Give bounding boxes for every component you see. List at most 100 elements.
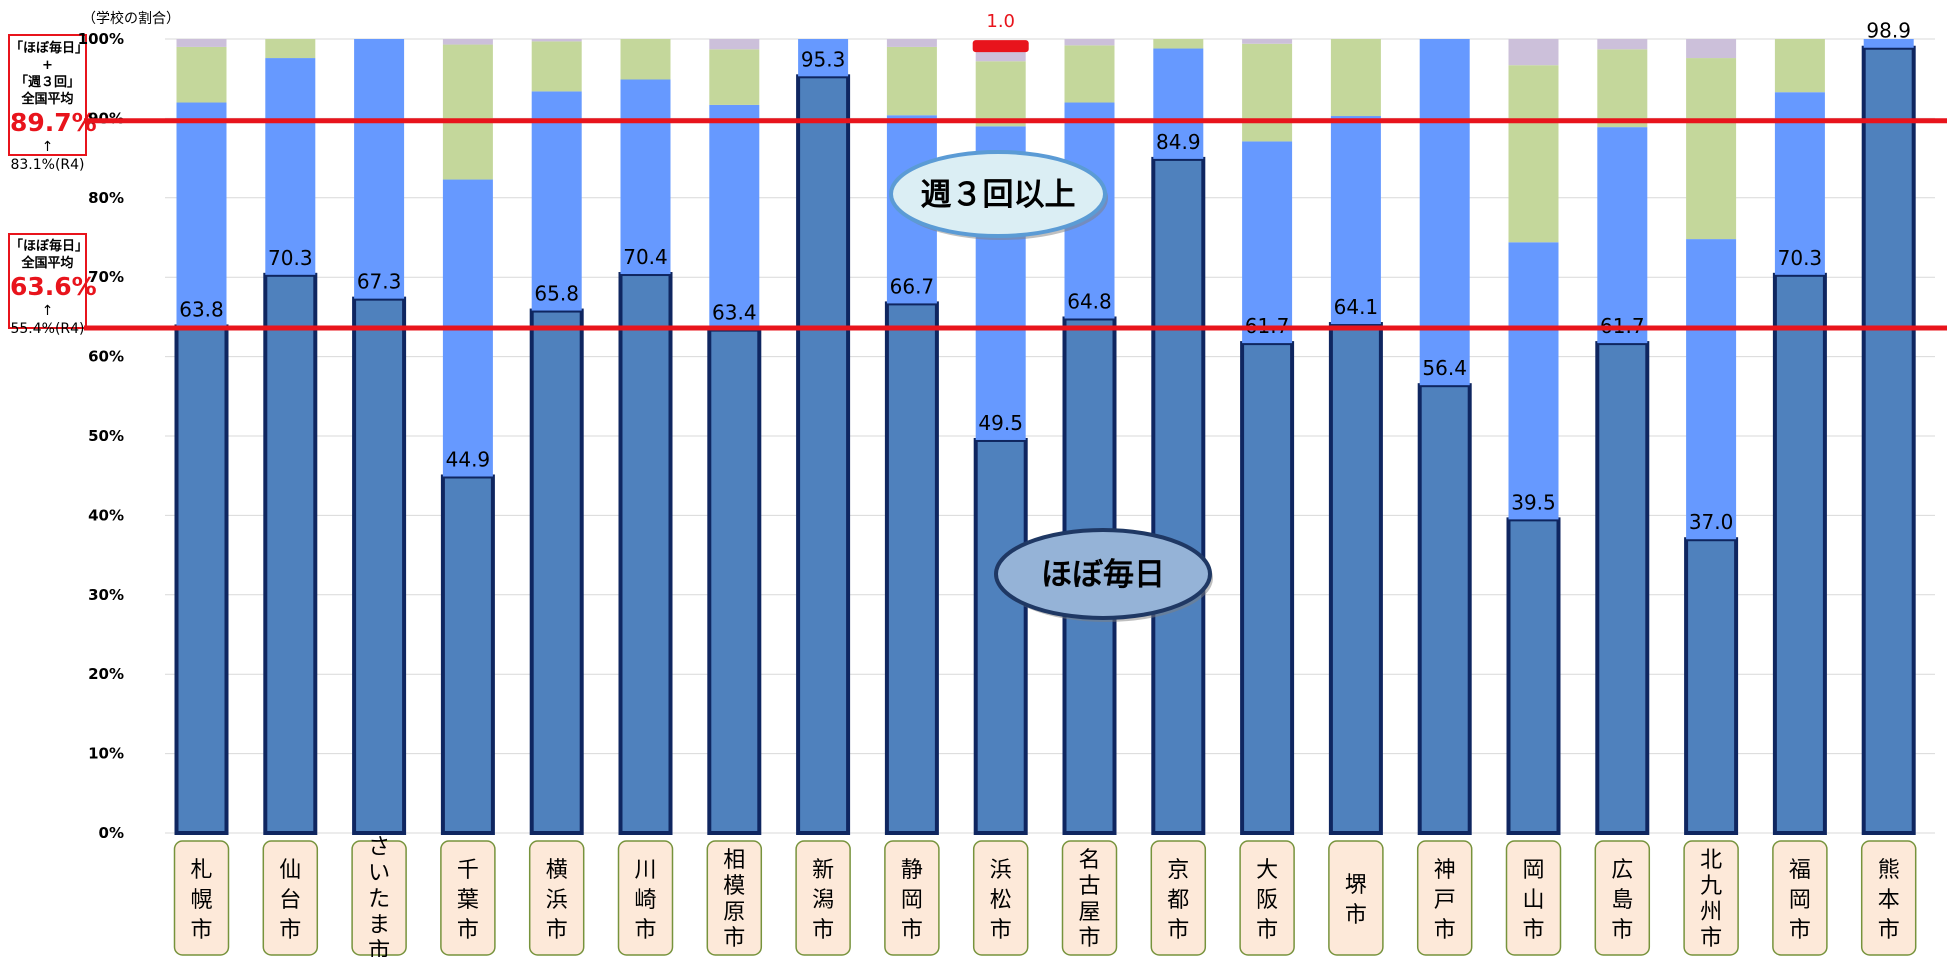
bar-group: [174, 39, 229, 835]
bar-group: [352, 39, 407, 835]
bar-segment-weekly3: [531, 91, 582, 311]
daily-note-line2: 全国平均: [21, 256, 74, 271]
bar-segment-other: [1597, 39, 1648, 50]
daily-average-value: 63.6%: [10, 272, 97, 301]
city-label-box: [1860, 840, 1917, 956]
bar-data-label: 49.5: [978, 411, 1023, 435]
combined-arrow: ↑: [41, 139, 54, 155]
bar-segment-weekly12: [1242, 43, 1293, 142]
bar-data-label: 63.4: [712, 301, 757, 325]
y-tick-label: 20%: [88, 665, 124, 683]
bar-group: [1328, 39, 1383, 835]
combined-average-value: 89.7%: [10, 108, 97, 137]
bar-segment-other: [709, 39, 760, 50]
bar-segment-weekly3: [798, 39, 849, 77]
bar-segment-daily: [352, 296, 407, 835]
bar-group: [884, 39, 939, 836]
highlight-label: 1.0: [986, 11, 1015, 32]
bar-segment-daily: [1684, 537, 1739, 835]
bar-segment-daily: [973, 437, 1028, 835]
bar-segment-weekly3: [709, 104, 760, 330]
bar-group: [1595, 39, 1650, 835]
city-label-box: [1061, 840, 1118, 956]
bar-data-label: 67.3: [357, 270, 402, 294]
bar-segment-daily: [1506, 517, 1561, 835]
weekly3-callout: [889, 150, 1107, 238]
bar-segment-other: [1686, 39, 1737, 59]
bar-segment-other: [531, 39, 582, 42]
bar-segment-weekly3: [354, 39, 405, 299]
y-tick-label: 100%: [78, 30, 124, 48]
bar-segment-weekly3: [620, 79, 671, 275]
daily-arrow: ↑: [41, 303, 54, 319]
city-label-box: [706, 840, 763, 956]
x-tick-label: 北九州市: [1700, 848, 1722, 951]
bar-segment-weekly12: [1686, 58, 1737, 240]
bar-segment-daily: [1772, 272, 1827, 835]
combined-prev-value: 83.1%(R4): [10, 157, 85, 173]
bar-segment-weekly12: [1064, 45, 1115, 103]
bar-group: [1772, 39, 1827, 835]
bar-group: [618, 39, 673, 835]
y-tick-label: 0%: [99, 824, 124, 842]
bar-data-label: 64.8: [1067, 289, 1112, 313]
bar-group: [529, 39, 584, 836]
daily-callout-text: ほぼ毎日: [1041, 557, 1165, 593]
city-label-box: [884, 840, 940, 956]
bar-segment-weekly12: [886, 46, 937, 116]
bar-group: [1240, 39, 1295, 835]
y-tick-label: 60%: [88, 348, 124, 366]
bar-segment-daily: [529, 308, 584, 836]
bar-segment-weekly3: [1863, 39, 1914, 48]
x-tick-label: 浜松市: [990, 858, 1012, 943]
x-tick-label: 大阪市: [1256, 858, 1278, 943]
bar-segment-daily: [707, 327, 762, 835]
city-label-box: [1150, 840, 1207, 956]
bar-segment-weekly12: [442, 44, 493, 180]
bar-segment-weekly3: [1330, 116, 1381, 325]
x-tick-label: 川崎市: [634, 858, 656, 943]
y-tick-label: 80%: [88, 189, 124, 207]
x-tick-label: 札幌市: [190, 858, 212, 943]
x-tick-label: 岡山市: [1522, 858, 1544, 943]
weekly3-callout-text: 週３回以上: [921, 177, 1076, 213]
bar-segment-other: [886, 39, 937, 47]
bar-segment-weekly3: [1419, 39, 1470, 386]
x-tick-label: 堺市: [1345, 873, 1367, 928]
highlight-marker: [972, 40, 1029, 53]
combined-note-line3: 「週３回」: [14, 75, 80, 90]
city-label-box: [972, 840, 1029, 956]
bar-segment-weekly12: [531, 41, 582, 92]
city-label-box: [1416, 840, 1473, 956]
bar-segment-weekly12: [709, 49, 760, 105]
bar-segment-weekly12: [1153, 39, 1204, 49]
bar-segment-weekly12: [1330, 39, 1381, 117]
y-tick-label: 10%: [88, 745, 124, 763]
bar-segment-weekly3: [1597, 127, 1648, 344]
bar-segment-weekly3: [1686, 239, 1737, 540]
x-tick-label: 京都市: [1167, 858, 1189, 943]
city-label-box: [1239, 840, 1295, 956]
bar-group: [707, 39, 762, 835]
bar-segment-weekly3: [1153, 48, 1204, 159]
bar-segment-daily: [1151, 156, 1206, 836]
bar-segment-weekly12: [176, 46, 227, 103]
city-label-box: [795, 840, 851, 956]
bar-data-label: 64.1: [1334, 295, 1379, 319]
x-tick-label: 広島市: [1611, 858, 1633, 943]
bar-data-label: 95.3: [801, 47, 846, 71]
bar-group: [440, 39, 495, 835]
bar-segment-other: [1064, 39, 1115, 46]
bar-segment-weekly12: [975, 61, 1026, 127]
x-tick-label: 熊本市: [1878, 858, 1900, 943]
x-tick-label: 神戸市: [1434, 858, 1456, 943]
x-tick-label: 名古屋市: [1078, 848, 1100, 951]
y-tick-label: 30%: [88, 586, 124, 604]
bar-segment-weekly12: [1597, 49, 1648, 128]
city-label-box: [351, 840, 407, 956]
bar-segment-weekly12: [1774, 39, 1825, 93]
bar-data-label: 66.7: [890, 274, 935, 298]
bar-group: [973, 46, 1028, 835]
x-tick-label: 新潟市: [812, 858, 834, 943]
